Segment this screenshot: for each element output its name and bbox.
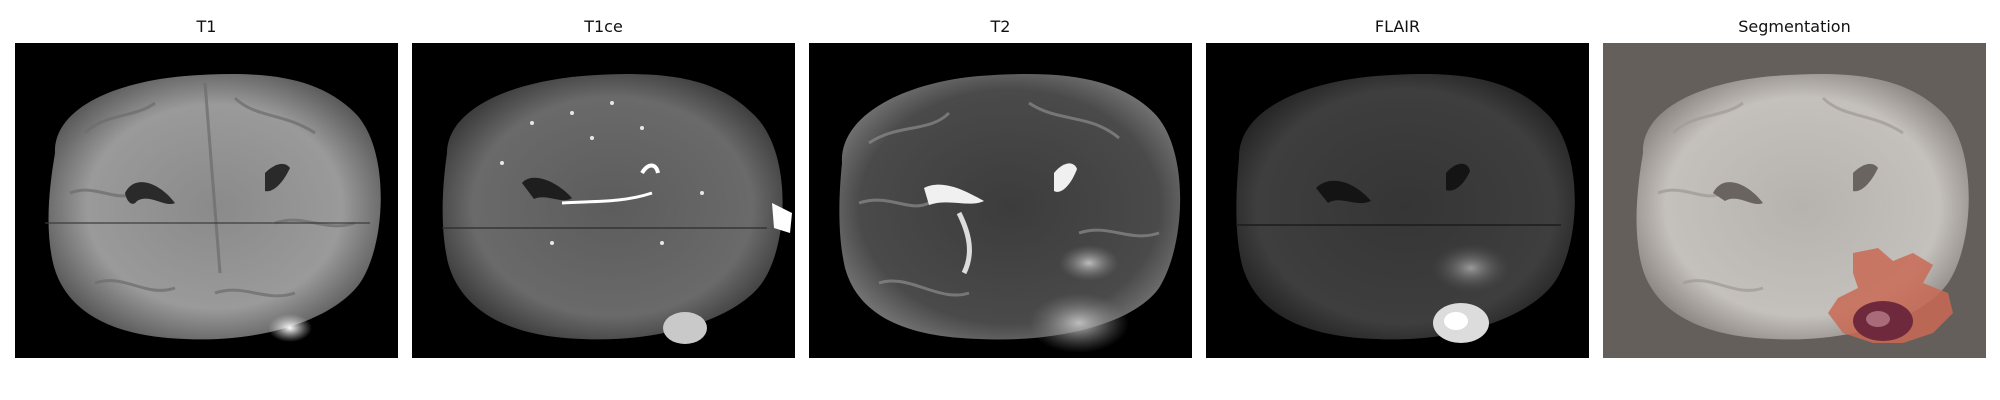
panel-title-t2: T2 xyxy=(990,17,1011,36)
panel-title-flair: FLAIR xyxy=(1374,17,1421,36)
segmentation-image xyxy=(1603,43,1986,358)
panel-title-segmentation: Segmentation xyxy=(1738,17,1851,36)
panel-t1ce: T1ce xyxy=(412,0,795,400)
panel-t1: T1 xyxy=(15,0,398,400)
t2-image xyxy=(809,43,1192,358)
panel-segmentation: Segmentation xyxy=(1603,0,1986,400)
t1-image xyxy=(15,43,398,358)
panel-flair: FLAIR xyxy=(1206,0,1589,400)
panel-title-t1: T1 xyxy=(196,17,217,36)
flair-image xyxy=(1206,43,1589,358)
t1ce-image xyxy=(412,43,795,358)
panel-t2: T2 xyxy=(809,0,1192,400)
panel-title-t1ce: T1ce xyxy=(584,17,623,36)
